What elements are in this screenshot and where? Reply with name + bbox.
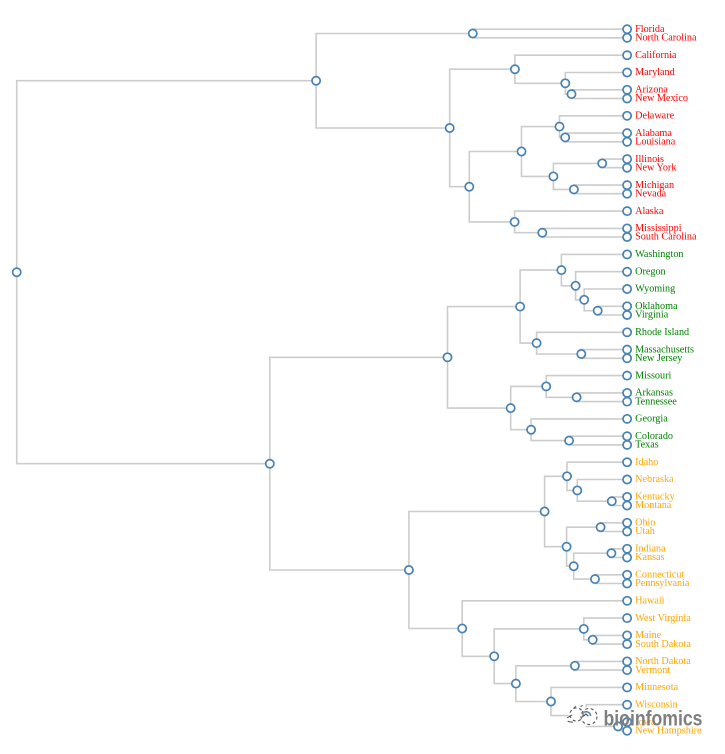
svg-text:Pennsylvania: Pennsylvania: [635, 578, 690, 589]
svg-text:Rhode Island: Rhode Island: [635, 327, 689, 338]
svg-text:Missouri: Missouri: [635, 370, 671, 381]
svg-text:Texas: Texas: [635, 440, 659, 451]
svg-text:Washington: Washington: [635, 249, 683, 260]
svg-text:Connecticut: Connecticut: [635, 570, 684, 581]
svg-text:New York: New York: [635, 162, 677, 173]
svg-text:Virginia: Virginia: [635, 310, 669, 321]
svg-text:Oklahoma: Oklahoma: [635, 301, 678, 312]
svg-text:North Dakota: North Dakota: [635, 656, 691, 667]
svg-text:West Virginia: West Virginia: [635, 613, 691, 624]
svg-text:Georgia: Georgia: [635, 414, 668, 425]
svg-text:New Jersey: New Jersey: [635, 353, 683, 364]
svg-text:Arizona: Arizona: [635, 85, 668, 96]
svg-text:Montana: Montana: [635, 500, 672, 511]
svg-text:California: California: [635, 50, 677, 61]
svg-text:Maine: Maine: [635, 630, 662, 641]
svg-text:South Carolina: South Carolina: [635, 232, 697, 243]
svg-text:Nebraska: Nebraska: [635, 474, 674, 485]
svg-text:Mississippi: Mississippi: [635, 223, 682, 234]
svg-text:Alaska: Alaska: [635, 206, 664, 217]
svg-text:Nevada: Nevada: [635, 188, 667, 199]
svg-text:Hawaii: Hawaii: [635, 596, 665, 607]
svg-text:South Dakota: South Dakota: [635, 639, 691, 650]
svg-text:Florida: Florida: [635, 24, 665, 35]
svg-text:New Hampshire: New Hampshire: [635, 725, 702, 736]
svg-text:Massachusetts: Massachusetts: [635, 344, 694, 355]
svg-text:North Carolina: North Carolina: [635, 33, 697, 44]
svg-text:Alabama: Alabama: [635, 128, 672, 139]
svg-text:Colorado: Colorado: [635, 431, 673, 442]
svg-text:Wisconsin: Wisconsin: [635, 699, 678, 710]
svg-text:Kentucky: Kentucky: [635, 492, 676, 503]
svg-text:Delaware: Delaware: [635, 111, 675, 122]
svg-text:New Mexico: New Mexico: [635, 93, 688, 104]
svg-text:Kansas: Kansas: [635, 552, 664, 563]
svg-text:Oregon: Oregon: [635, 266, 666, 277]
svg-text:bioinfomics: bioinfomics: [604, 707, 703, 731]
svg-text:Illinois: Illinois: [635, 154, 664, 165]
svg-text:Vermont: Vermont: [635, 665, 670, 676]
svg-text:Iowa: Iowa: [635, 717, 656, 728]
svg-text:Michigan: Michigan: [635, 180, 674, 191]
svg-text:Maryland: Maryland: [635, 67, 675, 78]
svg-text:Minnesota: Minnesota: [635, 682, 678, 693]
svg-text:Indiana: Indiana: [635, 544, 666, 555]
svg-text:Louisiana: Louisiana: [635, 137, 676, 148]
svg-text:Arkansas: Arkansas: [635, 388, 673, 399]
svg-text:Wyoming: Wyoming: [635, 284, 675, 295]
svg-text:Ohio: Ohio: [635, 518, 655, 529]
svg-text:Tennessee: Tennessee: [635, 396, 677, 407]
svg-text:Utah: Utah: [635, 526, 655, 537]
svg-text:Idaho: Idaho: [635, 457, 658, 468]
